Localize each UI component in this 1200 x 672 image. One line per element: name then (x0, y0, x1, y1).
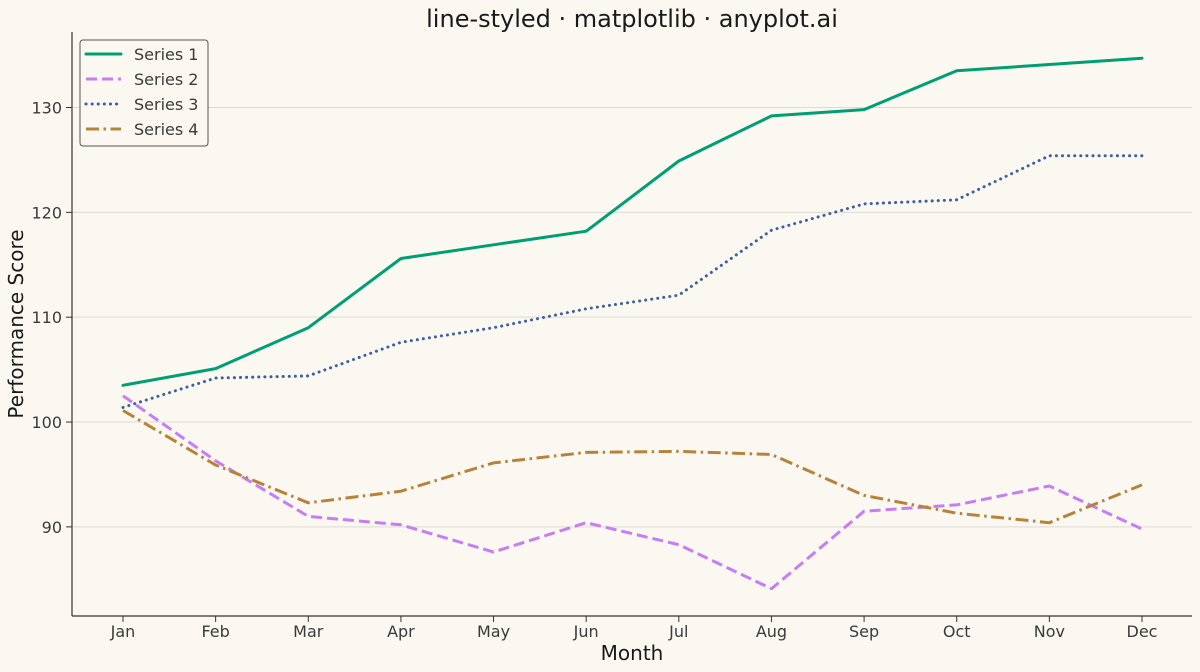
x-tick-label: Sep (849, 622, 879, 641)
y-axis-title: Performance Score (4, 229, 28, 418)
series-line-1 (121, 56, 1144, 387)
legend-label: Series 1 (134, 45, 198, 64)
series-line-2 (122, 394, 1143, 591)
y-tick-label: 90 (42, 518, 62, 537)
legend-label: Series 2 (134, 70, 198, 89)
x-tick-label: Feb (201, 622, 229, 641)
x-tick-label: Oct (943, 622, 971, 641)
x-tick-label: Dec (1127, 622, 1158, 641)
x-tick-label: Jun (573, 622, 599, 641)
y-tick-label: 120 (31, 203, 62, 222)
grid (72, 106, 1192, 528)
series-lines (121, 56, 1144, 591)
y-tick-label: 130 (31, 98, 62, 117)
axes (66, 32, 1192, 622)
y-tick-label: 110 (31, 308, 62, 327)
x-tick-label: May (477, 622, 510, 641)
x-tick-label: Nov (1034, 622, 1065, 641)
x-tick-label: Mar (293, 622, 324, 641)
series-line-4 (122, 409, 1143, 525)
legend-box (79, 39, 209, 147)
x-tick-label: Jan (110, 622, 136, 641)
x-tick-label: Aug (756, 622, 787, 641)
legend-label: Series 3 (134, 95, 198, 114)
legend-label: Series 4 (134, 120, 198, 139)
tick-labels: 90 100 110 120 130 Jan Feb Mar Apr May Jun Jul Aug Se… (31, 98, 1157, 641)
x-tick-label: Apr (387, 622, 415, 641)
series-line-3 (121, 154, 1144, 409)
x-axis-title: Month (601, 641, 664, 665)
y-tick-label: 100 (31, 413, 62, 432)
legend: Series 1 Series 2 Series 3 Series 4 (79, 39, 209, 147)
x-tick-label: Jul (668, 622, 688, 641)
chart-title: line-styled · matplotlib · anyplot.ai (426, 5, 838, 33)
